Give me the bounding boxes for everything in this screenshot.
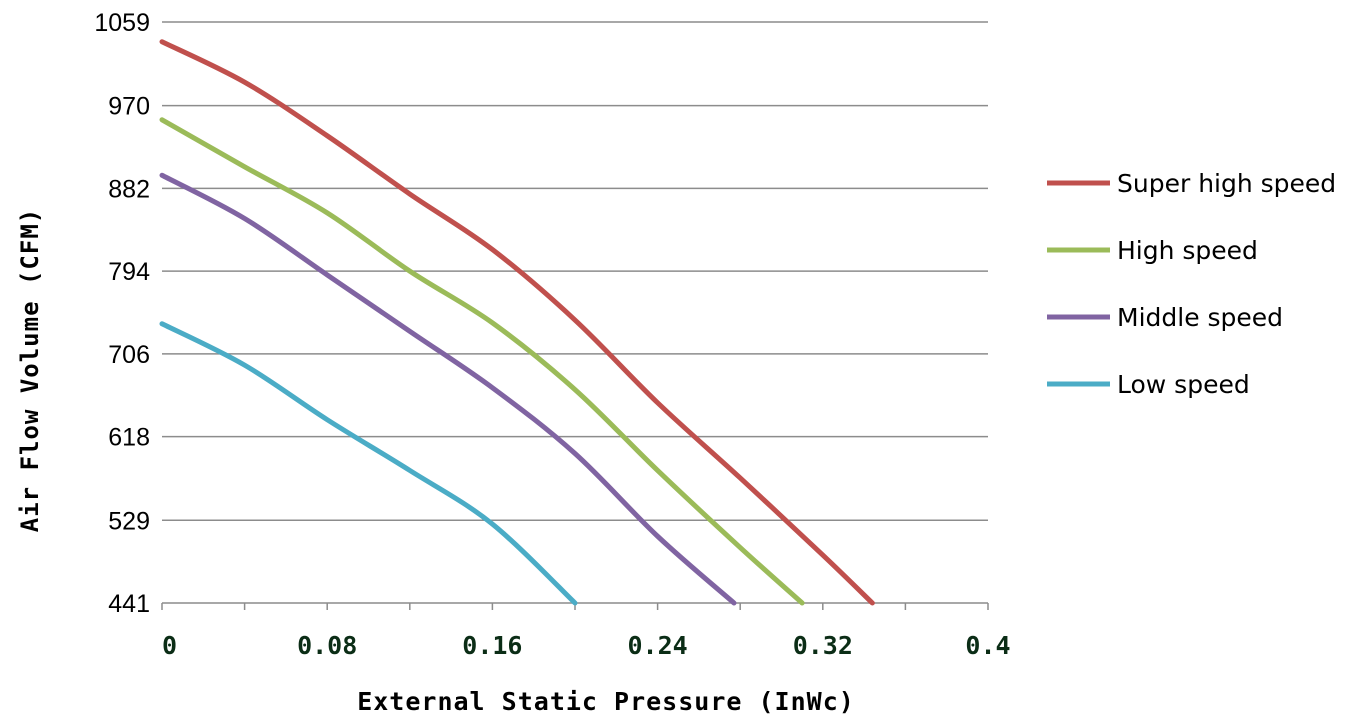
legend-label: Super high speed	[1117, 169, 1336, 198]
y-tick-labels: 441 529 618 706 794 882 970 1059	[94, 9, 150, 618]
y-tick-label: 441	[108, 590, 150, 618]
x-axis	[161, 603, 989, 610]
y-tick-label: 882	[108, 175, 150, 203]
x-tick-label: 0.32	[793, 631, 853, 660]
legend-label: High speed	[1117, 236, 1258, 265]
x-axis-label: External Static Pressure (InWc)	[357, 687, 855, 716]
series-line-low-speed	[159, 321, 578, 606]
y-tick-label: 794	[108, 258, 150, 286]
x-tick-label: 0.4	[965, 631, 1010, 660]
y-tick-label: 618	[108, 424, 150, 452]
y-tick-label: 970	[108, 93, 150, 121]
legend: Super high speed High speed Middle speed Lo…	[1047, 169, 1336, 399]
legend-label: Low speed	[1117, 370, 1250, 399]
series-line-super-high-speed	[159, 39, 875, 606]
y-tick-label: 529	[108, 507, 150, 535]
y-axis-label: Air Flow Volume (CFM)	[16, 208, 44, 532]
x-tick-label: 0.24	[627, 631, 687, 660]
x-tick-label: 0.16	[462, 631, 522, 660]
x-tick-labels: 0 0.08 0.16 0.24 0.32 0.4	[162, 631, 1011, 660]
legend-label: Middle speed	[1117, 303, 1283, 332]
series-lines	[159, 39, 875, 606]
series-line-high-speed	[159, 117, 805, 606]
x-tick-label: 0.08	[297, 631, 357, 660]
y-tick-label: 706	[108, 341, 150, 369]
grid-lines	[162, 21, 988, 604]
series-line-middle-speed	[159, 172, 737, 606]
x-tick-label: 0	[162, 631, 177, 660]
y-tick-label: 1059	[94, 9, 150, 37]
